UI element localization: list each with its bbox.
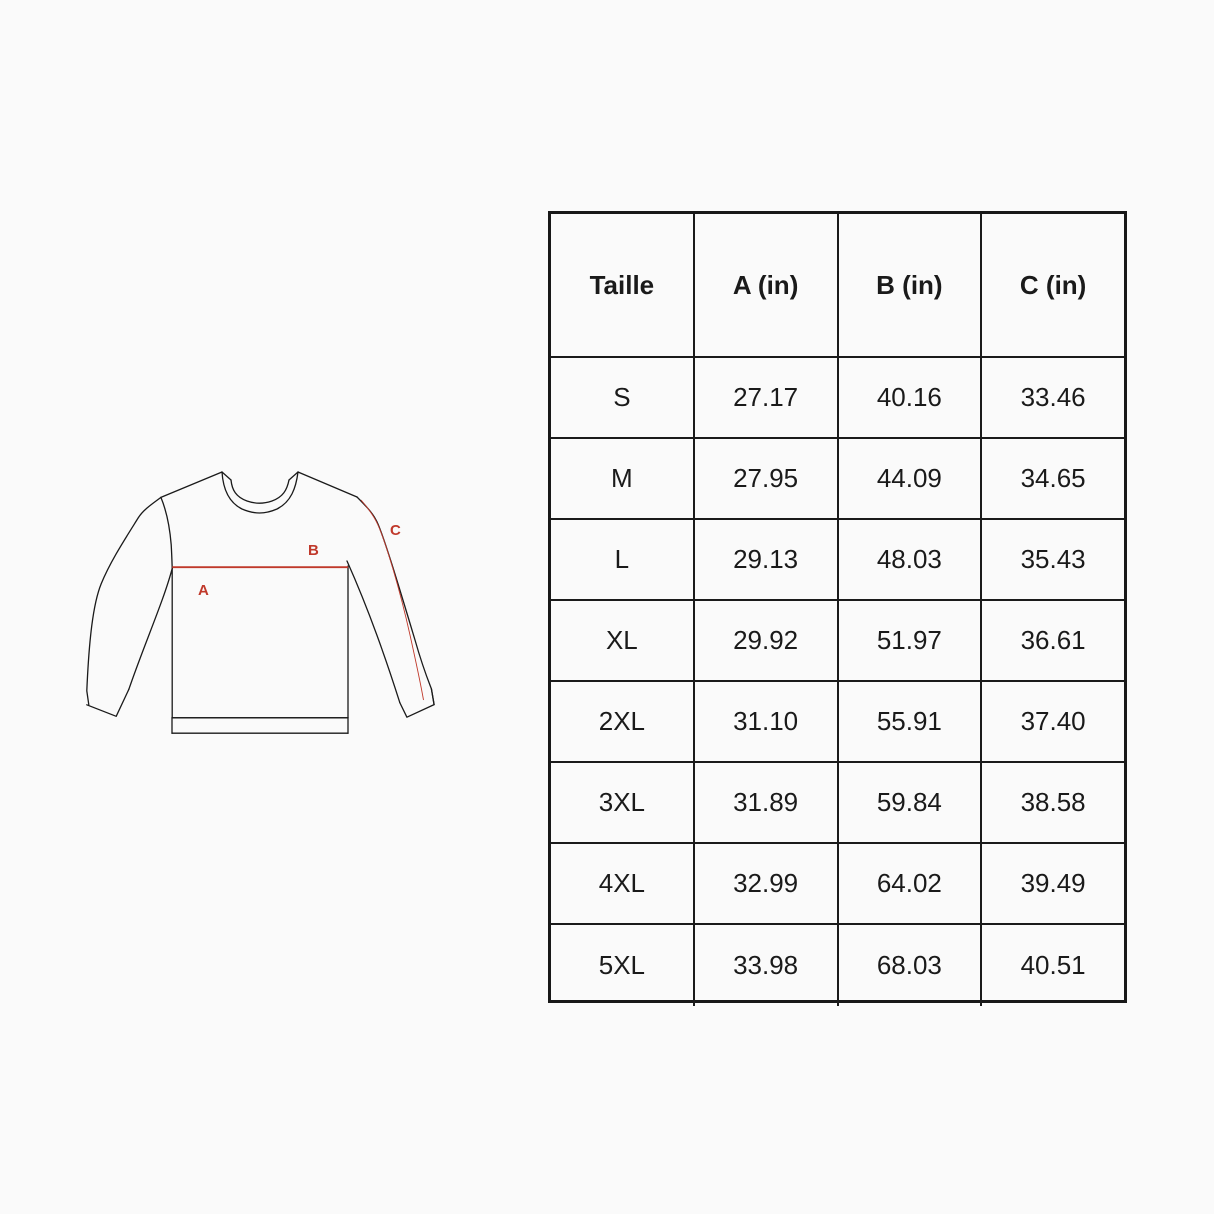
svg-text:A: A (198, 582, 209, 599)
svg-text:B: B (308, 542, 319, 559)
svg-text:C: C (390, 522, 401, 539)
